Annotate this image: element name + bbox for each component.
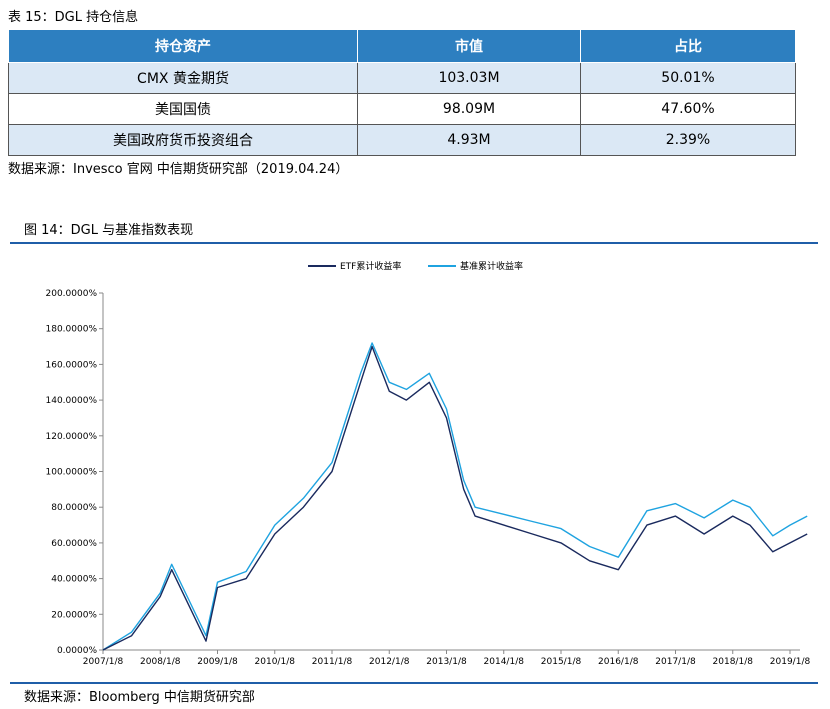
y-tick-label: 60.0000% [51, 539, 97, 549]
cell-share: 50.01% [580, 62, 796, 94]
x-tick-label: 2009/1/8 [197, 657, 238, 667]
x-tick-label: 2016/1/8 [598, 657, 639, 667]
x-tick-label: 2010/1/8 [255, 657, 296, 667]
y-tick-label: 140.0000% [46, 396, 98, 406]
x-tick-label: 2015/1/8 [541, 657, 582, 667]
series-line [102, 342, 808, 651]
y-tick-label: 20.0000% [51, 610, 97, 620]
cell-share: 2.39% [580, 124, 796, 156]
cell-value: 4.93M [357, 124, 581, 156]
cell-asset: 美国国债 [8, 93, 358, 125]
x-tick-label: 2007/1/8 [83, 657, 124, 667]
figure-caption: 图 14：DGL 与基准指数表现 [24, 223, 194, 238]
y-tick-label: 40.0000% [51, 575, 97, 585]
y-tick-label: 200.0000% [46, 289, 98, 299]
y-tick-label: 160.0000% [46, 360, 98, 370]
cell-value: 98.09M [357, 93, 581, 125]
cell-share: 47.60% [580, 93, 796, 125]
x-tick-label: 2008/1/8 [140, 657, 181, 667]
y-tick-label: 80.0000% [51, 503, 97, 513]
series-line [102, 345, 808, 651]
chart-legend: ETF累计收益率 基准累计收益率 [308, 260, 523, 272]
x-tick-label: 2013/1/8 [426, 657, 467, 667]
table-row: 美国政府货币投资组合 4.93M 2.39% [8, 124, 796, 156]
x-tick-label: 2019/1/8 [770, 657, 811, 667]
legend-label: ETF累计收益率 [340, 260, 401, 272]
x-tick-label: 2018/1/8 [713, 657, 754, 667]
x-axis: 2007/1/8 2008/1/8 2009/1/8 2010/1/8 2011/1/8… [83, 649, 811, 667]
legend-label: 基准累计收益率 [460, 260, 523, 272]
figure-top-rule [10, 242, 818, 244]
x-tick-label: 2012/1/8 [369, 657, 410, 667]
performance-chart: ETF累计收益率 基准累计收益率 200.0000% 180.0000% 160.00… [46, 260, 811, 667]
header-asset: 持仓资产 [8, 29, 358, 63]
table-row: 美国国债 98.09M 47.60% [8, 93, 796, 125]
y-tick-label: 120.0000% [46, 432, 98, 442]
table-caption: 表 15：DGL 持仓信息 [8, 10, 139, 25]
header-share: 占比 [580, 29, 796, 63]
holdings-table: 持仓资产 市值 占比 CMX 黄金期货 103.03M 50.01% 美国国债 … [8, 29, 796, 156]
header-market-value: 市值 [357, 29, 581, 63]
cell-asset: CMX 黄金期货 [8, 62, 358, 94]
table-row: CMX 黄金期货 103.03M 50.01% [8, 62, 796, 94]
y-tick-label: 100.0000% [46, 468, 98, 478]
x-tick-label: 2017/1/8 [655, 657, 696, 667]
y-axis: 200.0000% 180.0000% 160.0000% 140.0000% 120.… [46, 289, 104, 656]
table-header-row: 持仓资产 市值 占比 [8, 29, 796, 63]
x-tick-label: 2014/1/8 [484, 657, 525, 667]
x-tick-label: 2011/1/8 [312, 657, 353, 667]
cell-value: 103.03M [357, 62, 581, 94]
cell-asset: 美国政府货币投资组合 [8, 124, 358, 156]
figure-bottom-rule [10, 682, 818, 684]
figure-source: 数据来源：Bloomberg 中信期货研究部 [24, 690, 255, 705]
y-tick-label: 0.0000% [57, 646, 97, 656]
table-source: 数据来源：Invesco 官网 中信期货研究部（2019.04.24） [8, 162, 349, 177]
y-tick-label: 180.0000% [46, 325, 98, 335]
series-lines [102, 342, 808, 651]
